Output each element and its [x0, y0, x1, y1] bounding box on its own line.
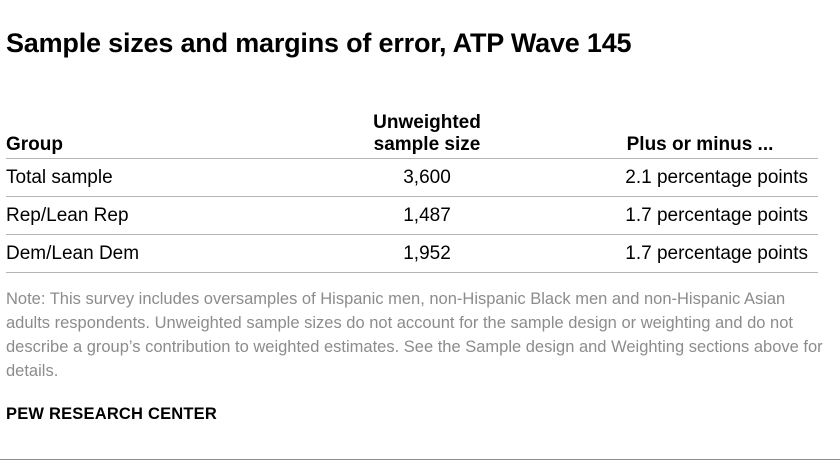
- row-sample-size: 3,600: [296, 158, 546, 197]
- row-margin-of-error: 1.7 percentage points: [546, 234, 818, 273]
- table-row: Dem/Lean Dem 1,952 1.7 percentage points: [6, 234, 818, 273]
- column-header-sample-size-line1: Unweighted: [373, 112, 481, 133]
- table-row: Total sample 3,600 2.1 percentage points: [6, 158, 818, 197]
- table-header-row: Group Unweighted sample size Plus or min…: [6, 112, 818, 159]
- row-sample-size: 1,487: [296, 196, 546, 235]
- footnote: Note: This survey includes oversamples o…: [6, 290, 823, 380]
- column-header-sample-size-line2: sample size: [373, 134, 481, 155]
- sample-size-table: Group Unweighted sample size Plus or min…: [6, 112, 818, 273]
- row-group: Dem/Lean Dem: [6, 234, 296, 273]
- column-header-group: Group: [6, 112, 296, 159]
- row-group: Total sample: [6, 158, 296, 197]
- row-group: Rep/Lean Rep: [6, 196, 296, 235]
- bottom-divider: [0, 459, 840, 460]
- source-credit: PEW RESEARCH CENTER: [6, 405, 217, 423]
- table-row: Rep/Lean Rep 1,487 1.7 percentage points: [6, 196, 818, 235]
- row-sample-size: 1,952: [296, 234, 546, 273]
- row-margin-of-error: 2.1 percentage points: [546, 158, 818, 197]
- column-header-sample-size: Unweighted sample size: [296, 112, 546, 159]
- row-margin-of-error: 1.7 percentage points: [546, 196, 818, 235]
- page-title: Sample sizes and margins of error, ATP W…: [6, 28, 632, 58]
- column-header-margin-of-error: Plus or minus ...: [546, 112, 818, 159]
